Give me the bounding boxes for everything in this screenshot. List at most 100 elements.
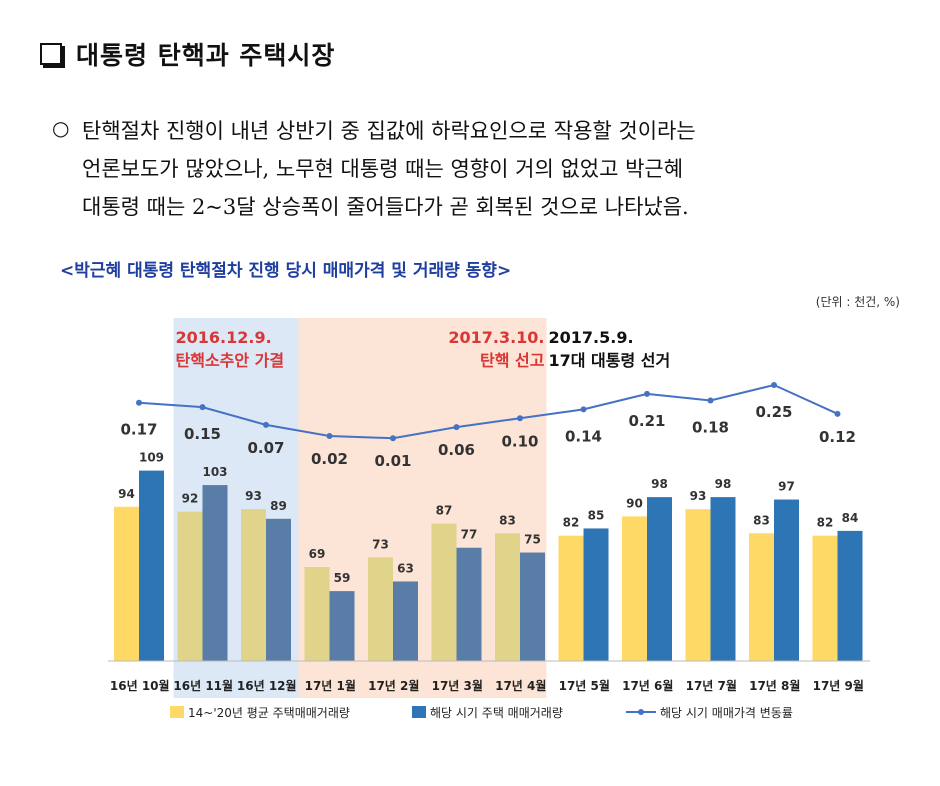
bar-average-label: 73 (372, 537, 389, 551)
bullet-line: 대통령 때는 2~3달 상승폭이 줄어들다가 곧 회복된 것으로 나타났음. (82, 195, 689, 219)
bar-current-label: 85 (588, 508, 605, 522)
bar-average-volume (114, 506, 139, 661)
annotation-date: 2017.3.10. (448, 328, 544, 347)
x-tick-label: 17년 5월 (559, 678, 610, 693)
bar-current-label: 84 (842, 511, 859, 525)
bar-current-volume (837, 530, 863, 661)
x-tick-label: 17년 3월 (432, 678, 483, 693)
checkbox-icon (40, 43, 62, 65)
bar-average-volume (749, 533, 774, 661)
price-change-label: 0.06 (438, 441, 475, 459)
legend-marker-icon (638, 709, 644, 715)
bar-current-volume (329, 591, 355, 661)
bar-current-label: 98 (651, 477, 668, 491)
bar-current-volume (583, 528, 609, 661)
x-tick-label: 17년 9월 (813, 678, 864, 693)
bar-current-volume (139, 470, 164, 661)
price-change-point (644, 390, 650, 397)
x-tick-label: 17년 2월 (368, 678, 419, 693)
price-change-point (771, 382, 777, 388)
section-title: 대통령 탄핵과 주택시장 (76, 41, 336, 70)
bar-average-volume (431, 523, 457, 661)
annotation-event: 탄핵 선고 (480, 351, 545, 370)
legend-label-price-change: 해당 시기 매매가격 변동률 (660, 706, 793, 720)
price-change-label: 0.18 (692, 419, 729, 437)
bar-current-label: 89 (270, 499, 287, 513)
bar-current-label: 63 (397, 561, 414, 575)
bar-current-volume (774, 499, 799, 661)
bar-current-volume (266, 518, 291, 661)
bar-average-label: 87 (436, 504, 453, 518)
bar-average-volume (304, 567, 330, 661)
bar-current-label: 109 (139, 451, 164, 465)
bar-average-label: 83 (499, 513, 516, 527)
bar-average-volume (812, 535, 838, 661)
price-change-point (580, 406, 587, 413)
price-change-label: 0.01 (374, 452, 411, 470)
price-change-point (390, 435, 396, 442)
price-change-label: 0.10 (501, 432, 538, 450)
price-change-point (707, 397, 714, 404)
bar-average-label: 69 (309, 547, 326, 561)
x-tick-label: 17년 6월 (622, 678, 673, 693)
bar-current-volume (710, 497, 736, 661)
bar-average-label: 83 (753, 513, 770, 527)
price-change-point (453, 424, 460, 431)
legend-label-average: 14~'20년 평균 주택매매거래량 (188, 706, 350, 720)
legend-swatch-current (412, 706, 426, 718)
price-change-point (326, 433, 333, 439)
price-change-label: 0.15 (184, 425, 221, 443)
price-change-point (199, 404, 206, 411)
annotation-event: 17대 대통령 선거 (549, 351, 671, 370)
bar-current-label: 75 (524, 533, 541, 547)
price-change-label: 0.17 (120, 421, 157, 439)
bar-current-volume (202, 485, 228, 661)
x-tick-label: 17년 7월 (686, 678, 737, 693)
bullet-line: 탄핵절차 진행이 내년 상반기 중 집값에 하락요인으로 작용할 것이라는 (82, 119, 696, 143)
bar-average-volume (685, 509, 711, 661)
bar-average-volume (495, 533, 520, 661)
bar-average-volume (241, 509, 266, 661)
bar-current-volume (456, 547, 482, 661)
x-tick-label: 17년 8월 (749, 678, 800, 693)
legend-swatch-average (170, 706, 184, 718)
bar-average-label: 93 (690, 489, 707, 503)
bar-average-label: 93 (245, 489, 262, 503)
price-change-label: 0.02 (311, 450, 348, 468)
price-change-label: 0.14 (565, 427, 602, 445)
price-change-point (517, 415, 523, 422)
price-change-label: 0.12 (819, 428, 856, 446)
bar-average-label: 92 (182, 492, 199, 506)
bar-current-volume (393, 581, 418, 661)
bar-current-label: 103 (202, 465, 227, 479)
x-tick-label: 17년 1월 (305, 678, 356, 693)
bar-average-label: 94 (118, 487, 135, 501)
x-tick-label: 17년 4월 (495, 678, 546, 693)
price-change-point (263, 421, 269, 428)
bar-current-label: 77 (461, 528, 478, 542)
bar-current-label: 98 (715, 477, 732, 491)
bar-average-volume (622, 516, 647, 661)
bar-average-label: 82 (563, 516, 580, 530)
legend-label-current: 해당 시기 주택 매매거래량 (430, 706, 563, 720)
bar-average-volume (368, 557, 393, 661)
price-change-point (834, 410, 841, 417)
bar-current-label: 97 (778, 480, 795, 494)
annotation-date: 2017.5.9. (549, 328, 634, 347)
x-tick-label: 16년 12월 (237, 678, 297, 693)
price-change-label: 0.21 (628, 412, 665, 430)
bullet-circle-icon: ○ (52, 116, 70, 140)
x-tick-label: 16년 10월 (110, 678, 170, 693)
chart-title: <박근혜 대통령 탄핵절차 진행 당시 매매가격 및 거래량 동향> (60, 260, 511, 281)
section-heading: 대통령 탄핵과 주택시장 (40, 36, 335, 72)
bar-average-volume (177, 511, 203, 661)
bar-current-volume (647, 497, 672, 661)
bullet-text: 탄핵절차 진행이 내년 상반기 중 집값에 하락요인으로 작용할 것이라는 언론… (82, 112, 912, 226)
x-tick-label: 16년 11월 (173, 678, 233, 693)
bar-current-label: 59 (334, 571, 351, 585)
annotation-event: 탄핵소추안 가결 (176, 351, 285, 370)
unit-note: (단위 : 천건, %) (816, 294, 900, 309)
price-change-point (136, 399, 142, 406)
annotation-date: 2016.12.9. (176, 328, 272, 347)
bullet-line: 언론보도가 많았으나, 노무현 대통령 때는 영향이 거의 없었고 박근혜 (82, 157, 684, 181)
